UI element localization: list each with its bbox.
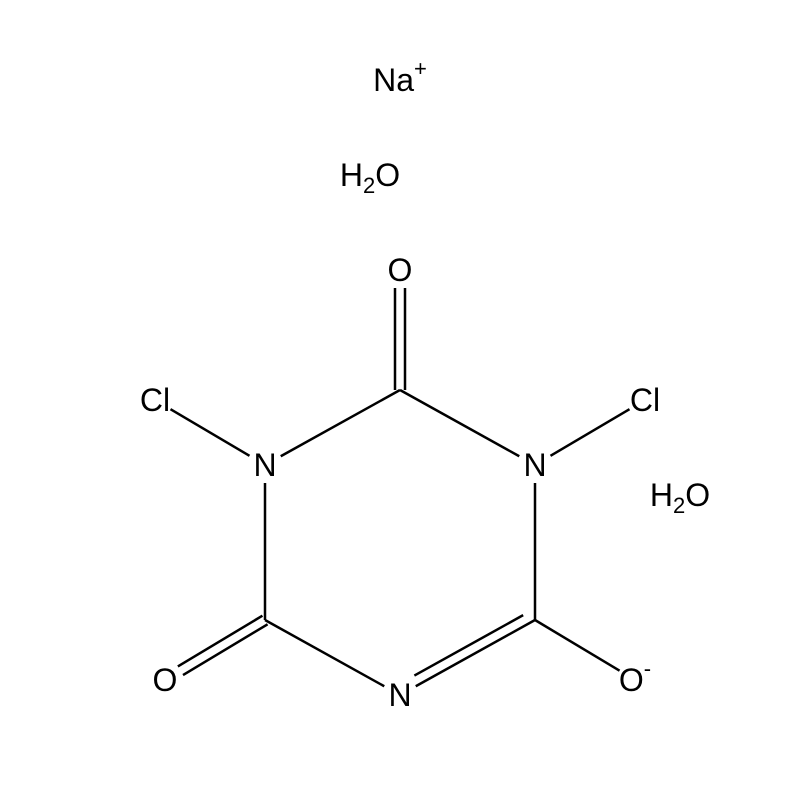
ring-bond [265, 620, 384, 686]
double-bond [183, 624, 268, 675]
ring-bond [281, 390, 400, 456]
ring-bond [416, 620, 535, 686]
atom-O_top: O [388, 252, 413, 288]
atom-O_minus: O- [619, 656, 651, 699]
single-bond [535, 620, 620, 671]
label-h2o-1: H2O [340, 157, 400, 198]
label-h2o-2: H2O [650, 477, 710, 518]
ring-atom-N: N [253, 447, 276, 483]
ring-double-bond [414, 615, 523, 675]
label-na-plus: Na+ [373, 56, 427, 99]
ring-atom-N: N [388, 677, 411, 713]
atom-Cl_right: Cl [630, 382, 660, 418]
atom-O_bottom_left: O [153, 662, 178, 698]
single-bond [170, 409, 249, 456]
ring-atom-N: N [523, 447, 546, 483]
ring-bond [400, 390, 519, 456]
atom-Cl_left: Cl [140, 382, 170, 418]
double-bond [178, 616, 263, 667]
molecule-diagram: N N N O Cl Cl O O- Na+ H2O H2O [0, 0, 800, 800]
single-bond [550, 409, 629, 456]
